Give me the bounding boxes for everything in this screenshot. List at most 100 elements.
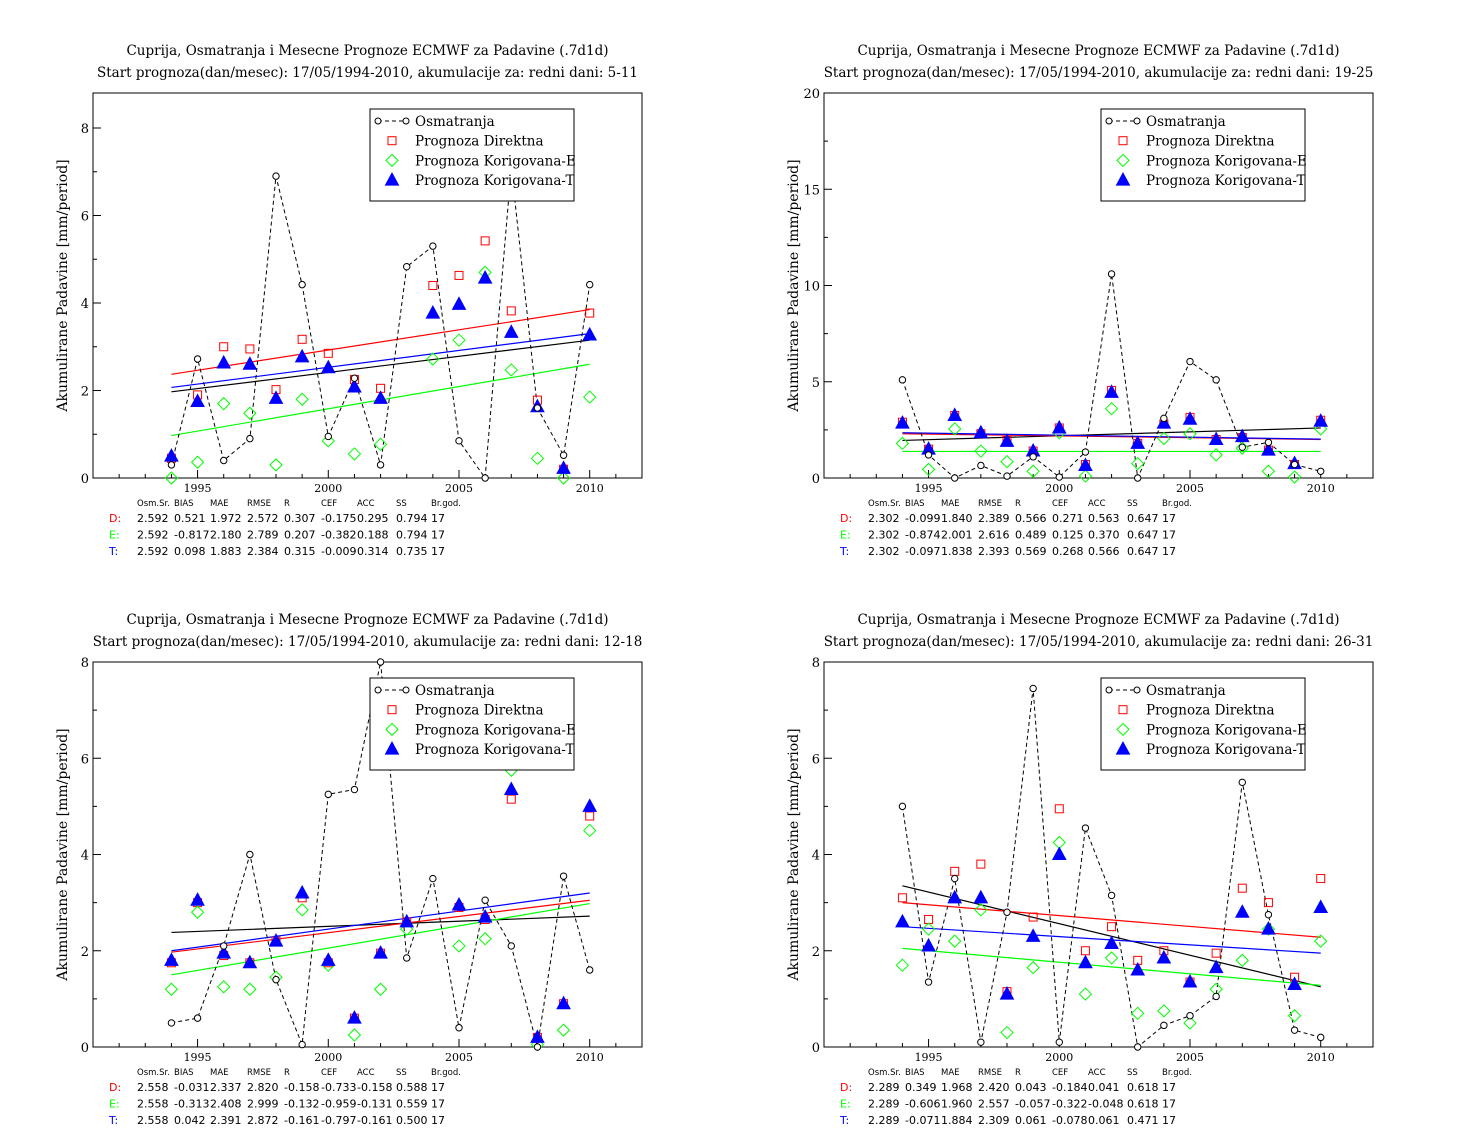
stats-cell: 2.592 xyxy=(137,529,169,542)
data-point-corr_t xyxy=(1130,961,1146,976)
legend-label-corr_e: Prognoza Korigovana-E xyxy=(415,722,576,738)
stats-cell: 0.268 xyxy=(1052,545,1084,558)
x-tick-label: 2010 xyxy=(1307,1051,1335,1064)
stats-cell: 0.563 xyxy=(1088,512,1120,525)
chart-title: Cuprija, Osmatranja i Mesecne Prognoze E… xyxy=(126,43,608,59)
data-point-corr_t xyxy=(451,296,467,310)
data-point-obs xyxy=(272,172,280,180)
stats-row-label: E: xyxy=(840,1098,851,1111)
data-point-obs xyxy=(977,461,985,470)
data-point-corr_e xyxy=(1261,464,1276,478)
stats-cell: 1.840 xyxy=(941,512,973,525)
data-point-obs xyxy=(951,874,959,883)
stats-cell: 0.794 xyxy=(396,512,428,525)
stats-header: Osm.Sr. xyxy=(137,499,170,509)
data-point-obs xyxy=(1186,357,1194,366)
data-point-corr_e xyxy=(217,980,231,994)
data-point-obs xyxy=(298,1040,306,1049)
data-point-obs xyxy=(586,280,594,289)
stats-cell: 1.838 xyxy=(941,545,973,558)
stats-cell: 2.337 xyxy=(210,1081,242,1094)
data-point-obs xyxy=(246,850,254,859)
data-point-corr_e xyxy=(1000,454,1014,469)
stats-cell: 0.569 xyxy=(1015,545,1047,558)
stats-cell: -0.161 xyxy=(357,1114,392,1127)
trend-line-direct xyxy=(171,899,590,953)
legend-marker-osmatranja xyxy=(402,117,410,125)
data-point-corr_e xyxy=(1131,1006,1145,1021)
data-point-corr_t xyxy=(1234,904,1250,918)
data-point-obs xyxy=(1317,467,1325,475)
x-tick-label: 2005 xyxy=(445,482,473,495)
data-point-corr_t xyxy=(320,359,336,374)
stats-cell: 0.588 xyxy=(396,1081,428,1094)
data-point-obs xyxy=(1264,438,1273,447)
plot-frame xyxy=(92,92,643,479)
data-point-obs xyxy=(1081,448,1090,456)
data-point-corr_t xyxy=(1104,384,1119,398)
chart-title: Cuprija, Osmatranja i Mesecne Prognoze E… xyxy=(857,43,1339,59)
trend-line-corr_t xyxy=(171,892,590,952)
trend-line-direct xyxy=(902,902,1321,938)
data-point-corr_t xyxy=(1182,411,1198,425)
y-tick-label: 6 xyxy=(81,210,89,225)
stats-cell: -0.071 xyxy=(905,1114,940,1127)
data-point-corr_e xyxy=(1287,1009,1302,1023)
stats-row-label: D: xyxy=(109,1081,121,1094)
legend-box xyxy=(1100,108,1306,202)
data-point-corr_e xyxy=(269,458,283,472)
data-point-obs xyxy=(1290,460,1299,469)
data-point-obs xyxy=(1055,473,1063,481)
legend-marker-osmatranja xyxy=(1133,686,1141,694)
stats-cell: 2.557 xyxy=(978,1098,1010,1111)
data-point-obs xyxy=(1212,376,1220,384)
stats-cell: 0.042 xyxy=(174,1114,206,1127)
stats-cell: -0.097 xyxy=(905,545,940,558)
stats-cell: 17 xyxy=(431,1114,445,1127)
trend-line-corr_t xyxy=(902,432,1321,440)
data-point-corr_e xyxy=(1026,960,1040,975)
data-point-corr_t xyxy=(268,390,284,404)
y-tick-label: 15 xyxy=(803,183,820,198)
stats-cell: 2.592 xyxy=(137,512,169,525)
data-point-corr_t xyxy=(242,954,258,969)
stats-cell: 2.872 xyxy=(247,1114,279,1127)
data-point-corr_e xyxy=(347,1028,362,1042)
stats-cell: 2.309 xyxy=(978,1114,1010,1127)
stats-cell: 2.302 xyxy=(868,512,900,525)
stats-header: R xyxy=(1015,1068,1021,1078)
trend-line-obs xyxy=(171,915,590,934)
data-point-corr_e xyxy=(1314,934,1328,948)
data-point-corr_t xyxy=(1156,415,1172,429)
chart-panel-3: Cuprija, Osmatranja i Mesecne Prognoze E… xyxy=(55,612,643,1127)
data-point-corr_e xyxy=(1000,1025,1014,1040)
stats-cell: 0.370 xyxy=(1088,529,1120,542)
chart-subtitle: Start prognoza(dan/mesec): 17/05/1994-20… xyxy=(824,634,1374,650)
y-tick-label: 10 xyxy=(803,280,820,295)
stats-row-label: T: xyxy=(839,545,849,558)
legend-label-corr_e: Prognoza Korigovana-E xyxy=(415,153,576,169)
x-tick-label: 2000 xyxy=(1045,482,1073,495)
stats-cell: -0.158 xyxy=(284,1081,319,1094)
stats-header: RMSE xyxy=(247,1068,271,1078)
legend-marker-corr_t xyxy=(1115,172,1131,186)
stats-cell: 0.521 xyxy=(174,512,206,525)
data-point-corr_e xyxy=(921,462,936,477)
data-point-corr_t xyxy=(1078,954,1093,969)
stats-cell: 17 xyxy=(1162,512,1176,525)
stats-cell: 2.289 xyxy=(868,1098,900,1111)
data-point-corr_t xyxy=(190,393,205,407)
stats-cell: 2.558 xyxy=(137,1081,169,1094)
data-point-direct xyxy=(428,281,438,290)
stats-header: ACC xyxy=(357,1068,375,1078)
data-point-obs xyxy=(376,658,385,666)
data-point-corr_t xyxy=(947,407,963,421)
legend-box xyxy=(369,677,575,771)
data-point-corr_e xyxy=(1026,464,1040,478)
data-point-direct xyxy=(950,866,960,876)
trend-line-corr_t xyxy=(171,333,590,389)
chart-panel-1: Cuprija, Osmatranja i Mesecne Prognoze E… xyxy=(55,43,643,558)
data-point-corr_t xyxy=(999,986,1015,1000)
data-point-obs xyxy=(376,461,385,469)
data-point-corr_e xyxy=(556,1023,571,1037)
